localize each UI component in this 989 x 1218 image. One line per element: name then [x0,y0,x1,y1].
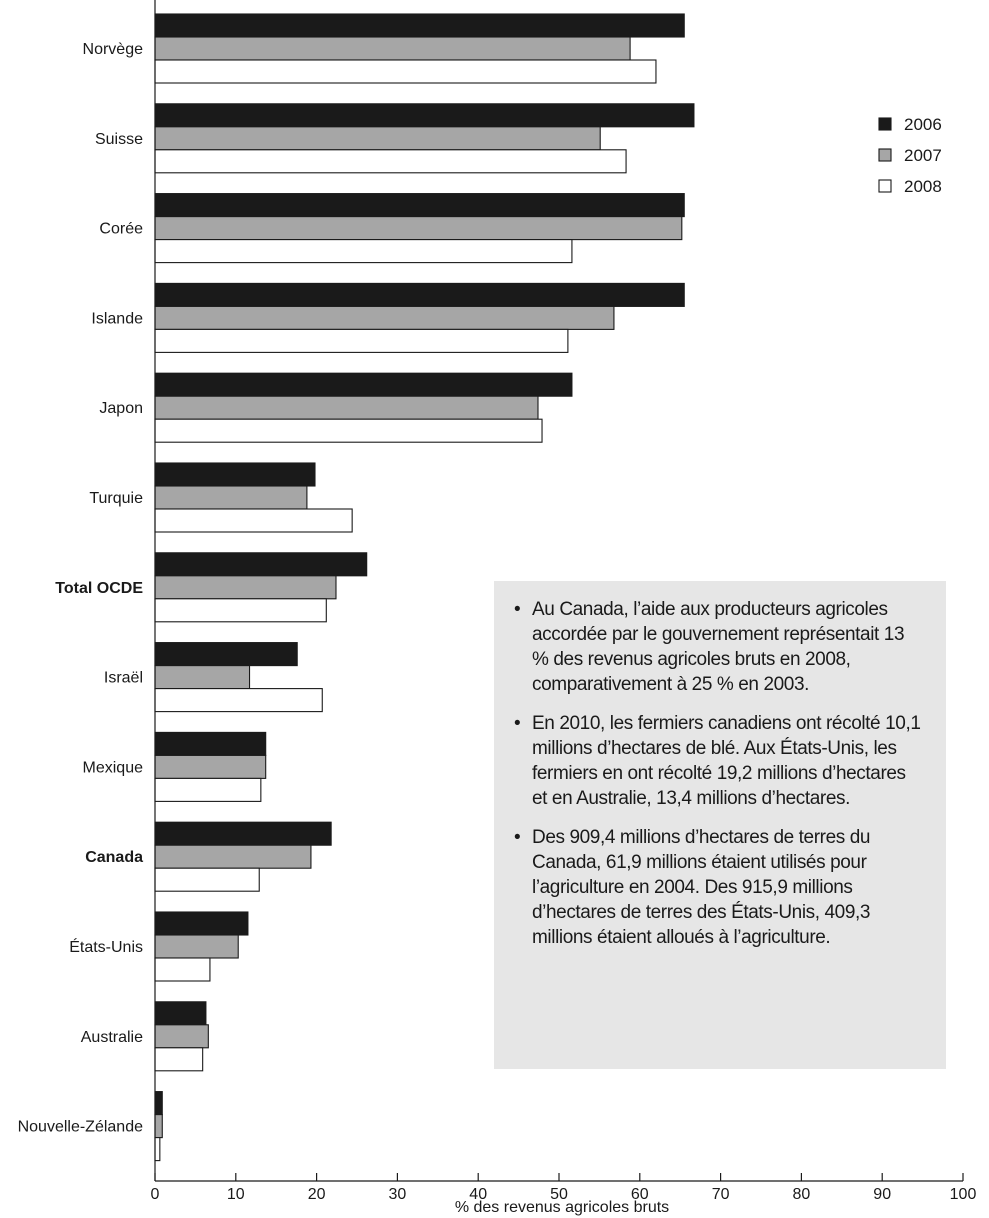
bar-2008 [154,867,260,892]
bar-2007 [154,665,251,690]
bar-2008 [154,239,573,264]
x-tick-label: 0 [151,1186,160,1203]
legend-label: 2008 [904,177,942,196]
note-item: Au Canada, l’aide aux producteurs agrico… [512,597,924,697]
x-tick-label: 40 [469,1186,487,1203]
category-label: Israël [104,670,143,687]
x-tick-label: 50 [550,1186,568,1203]
bar-2007 [154,934,239,959]
x-tick-label: 10 [227,1186,245,1203]
bar-2008 [154,149,627,174]
x-tick-label: 90 [873,1186,891,1203]
category-label: Australie [81,1029,143,1046]
x-tick-label: 60 [631,1186,649,1203]
category-label: États-Unis [69,937,143,956]
bar-2008 [154,598,327,623]
category-label: Islande [91,310,143,327]
category-label: Turquie [89,490,143,507]
bar-2008 [154,508,353,533]
bar-2008 [154,957,211,982]
category-labels: Norvège Suisse Corée Islande Japon Turquie Tot… [18,41,144,1136]
bar-2007 [154,216,683,241]
bar-2007 [154,754,267,779]
legend-label: 2006 [904,115,942,134]
bar-2007 [154,1024,209,1049]
bar-2008 [154,328,569,353]
note-item: Des 909,4 millions d’hectares de terres … [512,825,924,950]
bar-2007 [154,1114,163,1139]
bar-2006 [154,552,368,577]
legend-swatch [878,148,892,162]
bar-2006 [154,1091,163,1116]
x-tick-label: 30 [389,1186,407,1203]
bar-2006 [154,821,332,846]
bar-2008 [154,777,262,802]
bar-2007 [154,126,601,151]
bar-2008 [154,688,323,713]
category-label: Japon [99,400,143,417]
x-axis-title: % des revenus agricoles bruts [455,1199,669,1216]
bar-2007 [154,844,312,869]
x-tick-label: 20 [308,1186,326,1203]
bar-2008 [154,59,657,84]
bar-2006 [154,731,267,756]
category-label: Norvège [83,41,144,58]
category-label: Suisse [95,131,143,148]
legend-swatch [878,117,892,131]
legend: 2006 2007 2008 [878,115,942,196]
bar-2006 [154,13,685,38]
category-label: Mexique [83,759,144,776]
bar-2007 [154,485,308,510]
bar-2006 [154,193,685,218]
legend-swatch [878,179,892,193]
bar-2006 [154,103,695,128]
bar-2006 [154,911,249,936]
bar-2006 [154,642,298,667]
bar-2007 [154,36,631,61]
x-ticks: 0 10 20 30 40 50 60 70 80 90 100 [151,1173,977,1203]
category-label: Corée [99,221,143,238]
category-label: Canada [85,849,143,866]
bar-2007 [154,305,615,330]
bar-2006 [154,372,573,397]
note-item: En 2010, les fermiers canadiens ont réco… [512,711,924,811]
bar-2006 [154,282,685,307]
bar-2006 [154,1001,207,1026]
bar-2006 [154,462,316,487]
bar-2008 [154,1137,161,1162]
bar-2008 [154,1047,204,1072]
bar-2007 [154,575,337,600]
bar-2008 [154,418,543,443]
notes-box: Au Canada, l’aide aux producteurs agrico… [494,581,946,1069]
x-tick-label: 70 [712,1186,730,1203]
category-label: Total OCDE [55,580,143,597]
x-tick-label: 100 [950,1186,977,1203]
category-label: Nouvelle-Zélande [18,1119,144,1136]
legend-label: 2007 [904,146,942,165]
bar-2007 [154,395,539,420]
x-tick-label: 80 [793,1186,811,1203]
